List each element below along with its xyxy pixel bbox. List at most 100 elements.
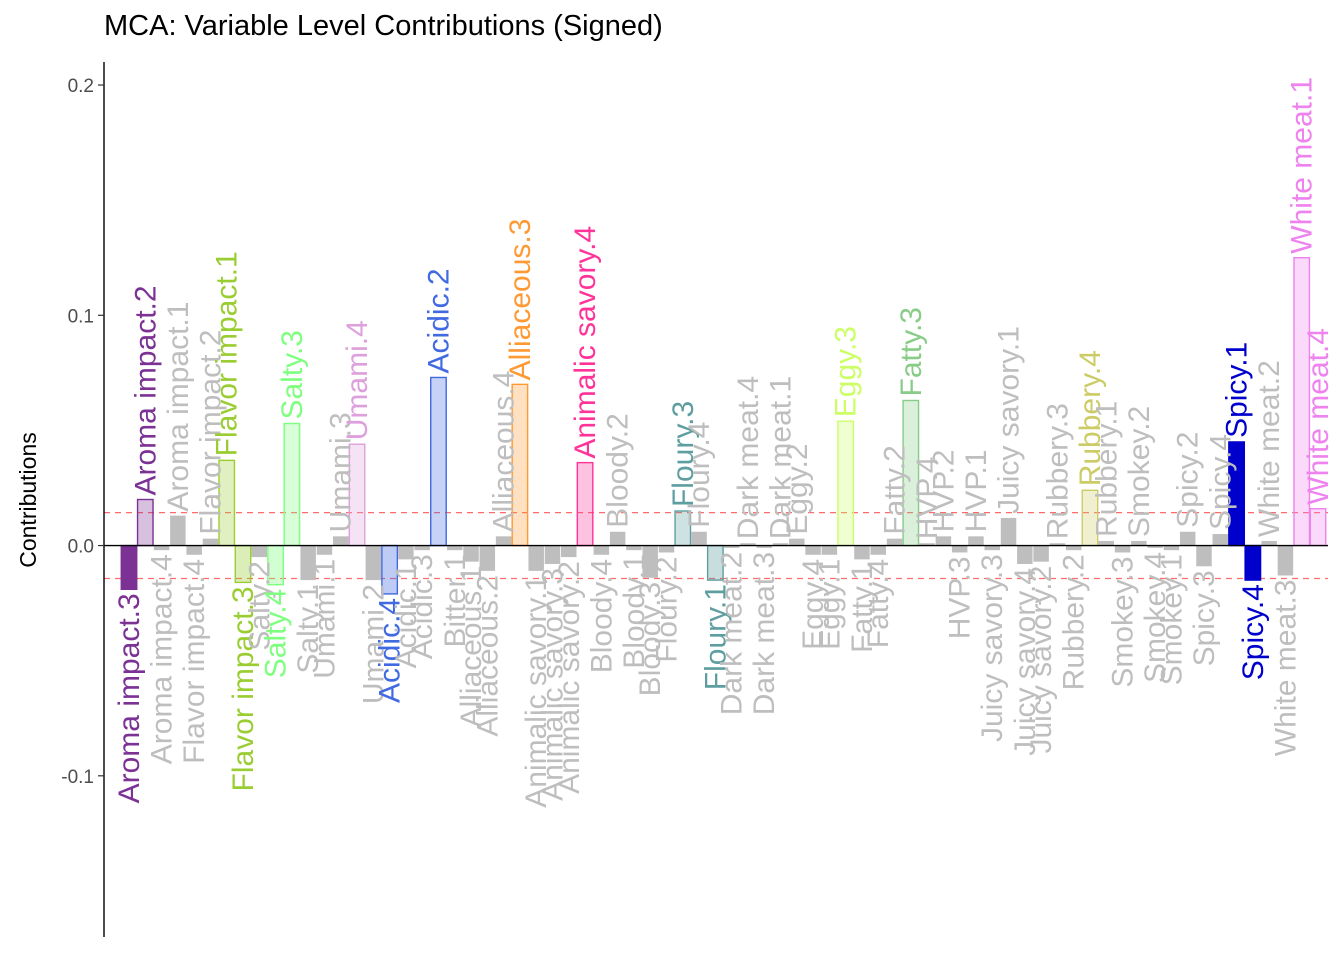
bar-label: Bitter.1 (439, 554, 472, 647)
bar-label: Floury.1 (699, 584, 732, 690)
bar (723, 545, 740, 548)
bar (398, 545, 414, 560)
bar-label: Eggy.1 (813, 559, 846, 650)
bar-label: Alliaceous.4 (488, 371, 521, 533)
bar (153, 545, 170, 551)
bar (186, 545, 202, 555)
bar-label: Alliaceous.2 (471, 575, 504, 737)
bar-label: HVP.3 (944, 556, 977, 639)
chart-title: MCA: Variable Level Contributions (Signe… (104, 10, 663, 42)
bar (1196, 545, 1212, 567)
bar (919, 543, 935, 546)
bar-label: Aroma impact.4 (146, 554, 179, 764)
bar (576, 461, 594, 547)
bar-label: Floury.2 (650, 556, 683, 662)
bar (251, 545, 268, 558)
bar (283, 422, 301, 547)
bar (691, 531, 707, 546)
bar (805, 545, 821, 555)
bar-label: Salty.3 (276, 330, 309, 420)
bar-label: Animalic savory.4 (569, 226, 602, 459)
y-tick-label: 0.0 (68, 537, 94, 558)
bar-label: Juicy savory.1 (993, 326, 1026, 514)
bar-label: Dark meat.4 (732, 376, 765, 539)
bar-label: Aroma impact.3 (113, 593, 146, 803)
bar (642, 545, 658, 578)
bar (772, 543, 789, 546)
bar-label: Eggy.4 (797, 559, 830, 650)
bar (202, 538, 219, 546)
bar-label: Rubbery.1 (1090, 401, 1123, 537)
bar (609, 531, 626, 546)
bar-label: Bloody.1 (618, 554, 651, 669)
bar-label: Flavor impact.1 (211, 251, 244, 456)
bar (1049, 543, 1066, 546)
bar-label: White meat.4 (1302, 328, 1335, 505)
bar-label: Smokey.3 (1107, 556, 1140, 687)
bar-label: Aroma impact.1 (162, 302, 195, 512)
bar (821, 545, 838, 555)
bar (1147, 545, 1163, 548)
bar-label: Flavor impact.4 (178, 559, 211, 764)
bar (479, 545, 496, 571)
bar-label: Dark meat.1 (765, 376, 798, 539)
bars (120, 257, 1327, 595)
bar-label: Salty.1 (292, 584, 325, 674)
bar-label: Salty.2 (243, 561, 276, 651)
bar (1179, 531, 1196, 546)
bar (1163, 545, 1180, 551)
bar-label: Floury.4 (683, 422, 716, 528)
bar-label: Alliaceous.3 (504, 219, 537, 381)
bar (1309, 508, 1327, 547)
bar (333, 536, 349, 546)
bar-label: White meat.2 (1253, 360, 1286, 537)
bar-label: White meat.3 (1269, 579, 1302, 756)
bar-label: Fatty.2 (879, 445, 912, 534)
bar (658, 545, 675, 553)
bar-label: Smokey.4 (1139, 552, 1172, 683)
bar-label: Umami.4 (341, 320, 374, 440)
bar (593, 545, 610, 555)
bar (854, 545, 870, 560)
bar-label: Rubbery.3 (1041, 403, 1074, 539)
bar-label: Spicy.1 (1221, 342, 1254, 438)
bar-label: Spicy.2 (1172, 432, 1205, 528)
bar-label: Rubbery.4 (1074, 350, 1107, 486)
bar (170, 515, 186, 546)
bar-label: HVP.4 (911, 456, 944, 539)
bar (789, 538, 805, 546)
bar (756, 545, 772, 548)
bar (1277, 545, 1294, 576)
bar-label: Bloody.4 (585, 559, 618, 674)
bar (120, 544, 138, 591)
bar-label: Animalic savory.3 (536, 568, 569, 801)
bar (1131, 540, 1147, 546)
bar (447, 545, 463, 551)
y-tick-label: 0.1 (68, 306, 94, 327)
bar (626, 545, 642, 551)
bar-label: Dark meat.2 (716, 552, 749, 715)
bar-label: HVP.1 (960, 449, 993, 532)
bar (544, 545, 561, 564)
bar-label: Fatty.4 (862, 559, 895, 648)
bar-label: Bloody.3 (634, 582, 667, 697)
bar-label: Acidic.1 (390, 563, 423, 668)
bar (528, 545, 544, 571)
bar-label: Animalic savory.2 (553, 561, 586, 794)
bar (935, 536, 952, 546)
bar (414, 545, 430, 551)
bar (1261, 540, 1277, 546)
bar-label: Animalic savory.1 (520, 575, 553, 808)
bar-label: Flavor impact.2 (194, 330, 227, 535)
bar (430, 376, 447, 547)
bar-label: Bloody.2 (602, 413, 635, 528)
bar-label: Umami.3 (325, 412, 358, 532)
bar (561, 545, 577, 558)
bar-label: Spicy.4 (1237, 584, 1270, 680)
bar (1000, 517, 1017, 546)
bar-label: Flavor impact.3 (227, 586, 260, 791)
bar (316, 545, 333, 555)
bar-label: Acidic.3 (406, 554, 439, 659)
